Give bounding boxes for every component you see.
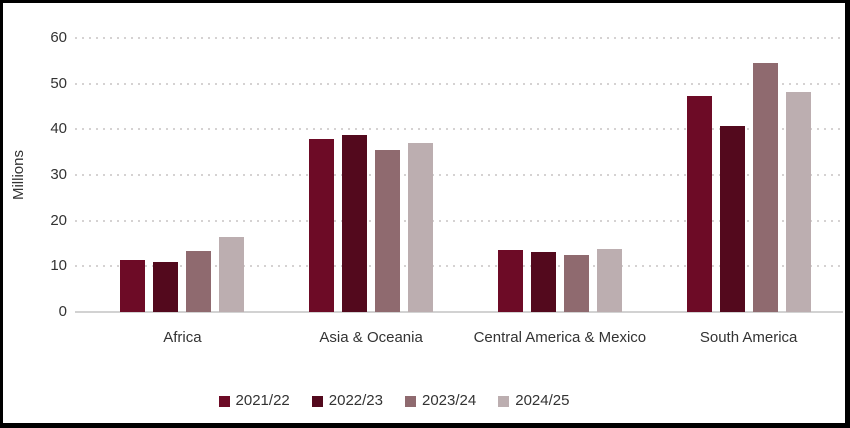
bar-africa-2024-25: [219, 236, 245, 312]
y-tick-30: 30: [50, 166, 67, 183]
legend-swatch-icon: [218, 395, 230, 407]
bar-asia-oceania-2023-24: [375, 150, 401, 312]
gridline-50: [75, 82, 843, 85]
y-tick-20: 20: [50, 211, 67, 229]
legend: 2021/22 2022/23 2023/24 2024/25: [3, 391, 815, 411]
legend-swatch-icon: [498, 395, 510, 407]
bar-central-america-mexico-2021-22: [497, 249, 523, 312]
y-tick-0: 0: [58, 303, 67, 320]
y-axis-title: Millions: [10, 150, 27, 201]
gridline-30: [75, 174, 843, 176]
bar-central-america-mexico-2024-25: [596, 248, 622, 312]
legend-swatch-icon: [405, 395, 416, 407]
legend-item-2023-24: 2023/24: [405, 393, 476, 409]
bar-asia-oceania-2024-25: [408, 143, 434, 312]
gridline-20: [75, 219, 843, 222]
plot-area: 0 10 20 30 40 50 60 Millions Africa Asia & Ocea…: [3, 3, 845, 423]
legend-label: 2024/25: [515, 392, 570, 409]
bar-africa-2023-24: [186, 250, 212, 312]
legend-item-2022-23: 2022/23: [311, 392, 383, 409]
y-tick-60: 60: [50, 29, 67, 46]
x-label-africa: Africa: [163, 329, 202, 346]
bar-south-america-2024-25: [785, 92, 811, 312]
y-tick-50: 50: [50, 74, 67, 92]
x-label-south-america: South America: [699, 329, 798, 346]
legend-item-2024-25: 2024/25: [498, 393, 569, 409]
bar-south-america-2021-22: [686, 95, 712, 312]
bar-central-america-mexico-2023-24: [563, 254, 589, 312]
bar-asia-oceania-2021-22: [309, 139, 335, 312]
legend-label: 2023/24: [422, 392, 477, 409]
bar-south-america-2023-24: [752, 63, 778, 312]
gridline-40: [75, 128, 843, 131]
y-tick-40: 40: [50, 120, 67, 138]
bar-asia-oceania-2022-23: [342, 134, 368, 312]
legend-item-2021-22: 2021/22: [218, 392, 290, 409]
bar-africa-2021-22: [120, 259, 146, 312]
x-axis-line: [75, 311, 843, 313]
gridline-60: [75, 37, 843, 39]
gridline-10: [75, 265, 843, 268]
bar-south-america-2022-23: [719, 125, 745, 312]
bar-central-america-mexico-2022-23: [530, 251, 556, 312]
bar-africa-2022-23: [153, 261, 179, 312]
y-tick-10: 10: [50, 257, 67, 275]
legend-swatch-icon: [311, 395, 323, 407]
legend-label: 2022/23: [328, 392, 383, 409]
legend-label: 2021/22: [235, 392, 290, 409]
x-label-asia-oceania: Asia & Oceania: [319, 329, 423, 346]
x-label-central-america-mexico: Central America & Mexico: [473, 329, 647, 346]
